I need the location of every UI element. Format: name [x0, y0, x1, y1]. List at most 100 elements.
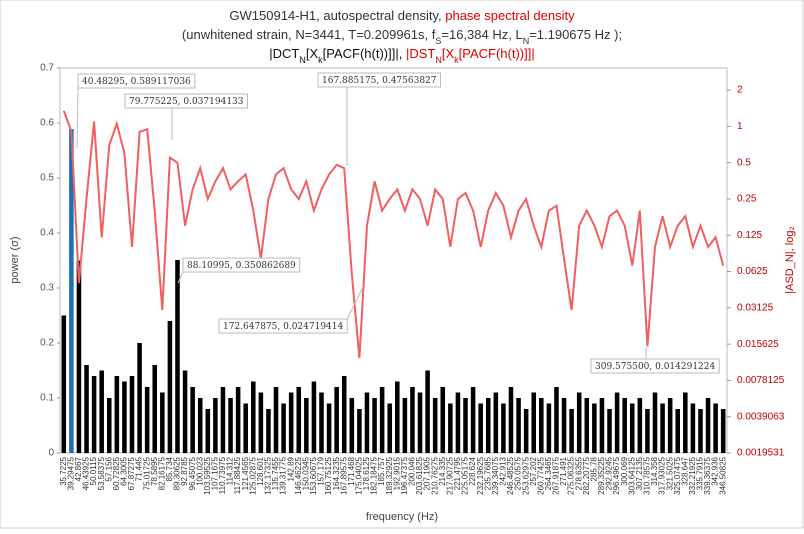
x-tick-label: 75.01725 — [142, 456, 151, 490]
bar — [463, 398, 468, 453]
x-tick-label: 310.78575 — [643, 456, 652, 494]
x-tick-label: 321.5025 — [665, 456, 674, 490]
bar — [675, 409, 681, 453]
bar — [243, 403, 248, 453]
title-segment: |DST — [406, 46, 435, 61]
x-tick-label: 282.20775 — [582, 456, 591, 494]
x-tick-label: 225.05175 — [461, 456, 470, 494]
x-tick-label: 150.0345 — [301, 456, 310, 490]
x-tick-label: 289.35225 — [597, 456, 606, 494]
x-tick-label: 50.0115 — [89, 456, 98, 485]
x-tick-label: 71.445 — [135, 456, 144, 481]
title-segment: =16,384 Hz, L — [441, 27, 522, 42]
x-tick-label: 300.069 — [620, 456, 629, 485]
x-tick-label: 232.19625 — [476, 456, 485, 494]
bar — [304, 398, 309, 453]
annotation-box — [124, 93, 249, 109]
x-tick-label: 167.89575 — [339, 456, 348, 494]
title-segment: N — [523, 36, 530, 46]
y-tick-label: 0.7 — [40, 63, 54, 74]
bar — [91, 376, 97, 453]
x-tick-label: 53.58375 — [97, 456, 106, 490]
bar — [485, 398, 491, 453]
x-tick-label: 267.91875 — [552, 456, 561, 494]
x-tick-label: 103.59525 — [203, 456, 212, 494]
x-tick-label: 235.7685 — [483, 456, 492, 490]
y-tick-label: 0 — [48, 448, 54, 459]
line — [62, 110, 725, 358]
bar — [470, 387, 476, 453]
bar — [713, 403, 718, 453]
bar — [296, 387, 302, 453]
title-segment: [X — [306, 46, 319, 61]
title-segment: N — [435, 55, 442, 65]
y-axis-label: power (σ) — [9, 236, 21, 283]
annotation-text: 79.775225, 0.037194133 — [129, 97, 244, 107]
x-tick-label: 57.156 — [104, 456, 113, 481]
y-tick-label: 0.5 — [40, 173, 54, 184]
title-segment: N — [299, 55, 306, 65]
x-tick-label: 175.04025 — [355, 456, 364, 494]
annotation-text: 167.885175, 0.47563827 — [322, 76, 437, 86]
x-tick-label: 260.77425 — [536, 456, 545, 494]
x-tick-label: 132.17325 — [264, 456, 273, 494]
title-segment: k — [318, 55, 323, 65]
bar — [448, 403, 453, 453]
bar — [410, 387, 415, 453]
chart-title: GW150914-H1, autospectral density, phase… — [229, 8, 575, 23]
bar — [501, 403, 506, 453]
x-tick-label: 203.61825 — [415, 456, 424, 494]
bar — [364, 392, 370, 453]
bar — [561, 398, 567, 453]
bar — [417, 392, 423, 453]
x-tick-label: 292.9245 — [605, 456, 614, 490]
x-tick-label: 182.18475 — [370, 456, 379, 494]
bar — [76, 260, 82, 453]
x-axis-label: frequency (Hz) — [366, 511, 438, 523]
bar — [152, 365, 158, 453]
bar — [576, 392, 582, 453]
bar — [637, 398, 643, 453]
x-tick-label: 85.734 — [165, 456, 174, 481]
bar — [137, 343, 142, 453]
x-tick-label: 228.624 — [468, 456, 477, 485]
bar — [205, 409, 211, 453]
x-tick-label: 207.1905 — [423, 456, 432, 490]
annotation-leader — [76, 87, 79, 149]
bar — [213, 398, 218, 453]
annotation-text: 309.575500, 0.014291224 — [595, 362, 716, 372]
bar — [372, 398, 377, 453]
x-tick-label: 210.76275 — [430, 456, 439, 494]
x-tick-label: 246.48525 — [506, 456, 515, 494]
bar — [698, 409, 703, 453]
y2-tick-label: 0.0019531 — [737, 448, 785, 459]
bar — [720, 409, 726, 453]
x-tick-label: 157.179 — [317, 456, 326, 485]
bar — [334, 387, 339, 453]
x-tick-label: 317.93025 — [658, 456, 667, 494]
x-tick-label: 39.29475 — [66, 456, 75, 490]
bar — [592, 403, 597, 453]
y2-tick-label: 0.0625 — [737, 266, 768, 277]
title-segment: S — [435, 36, 441, 46]
x-tick-label: 117.88425 — [233, 456, 242, 494]
x-tick-label: 314.358 — [650, 456, 659, 485]
x-tick-label: 214.335 — [438, 456, 447, 485]
bar — [160, 392, 165, 453]
title-segment: [X — [442, 46, 455, 61]
x-tick-label: 307.2135 — [635, 456, 644, 490]
x-tick-label: 160.75125 — [324, 456, 333, 494]
x-tick-label: 332.21925 — [688, 456, 697, 494]
y-tick-label: 0.3 — [40, 283, 54, 294]
y2-tick-label: 0.5 — [737, 157, 751, 168]
x-tick-label: 100.023 — [195, 456, 204, 485]
bar — [667, 398, 673, 453]
annotation-text: 40.48295, 0.589117036 — [82, 77, 191, 87]
x-tick-label: 296.49675 — [612, 456, 621, 494]
x-tick-label: 242.913 — [499, 456, 508, 485]
bar — [683, 392, 688, 453]
bar — [629, 403, 635, 453]
x-tick-label: 96.45075 — [188, 456, 197, 490]
bar — [220, 387, 226, 453]
bar — [175, 259, 180, 453]
